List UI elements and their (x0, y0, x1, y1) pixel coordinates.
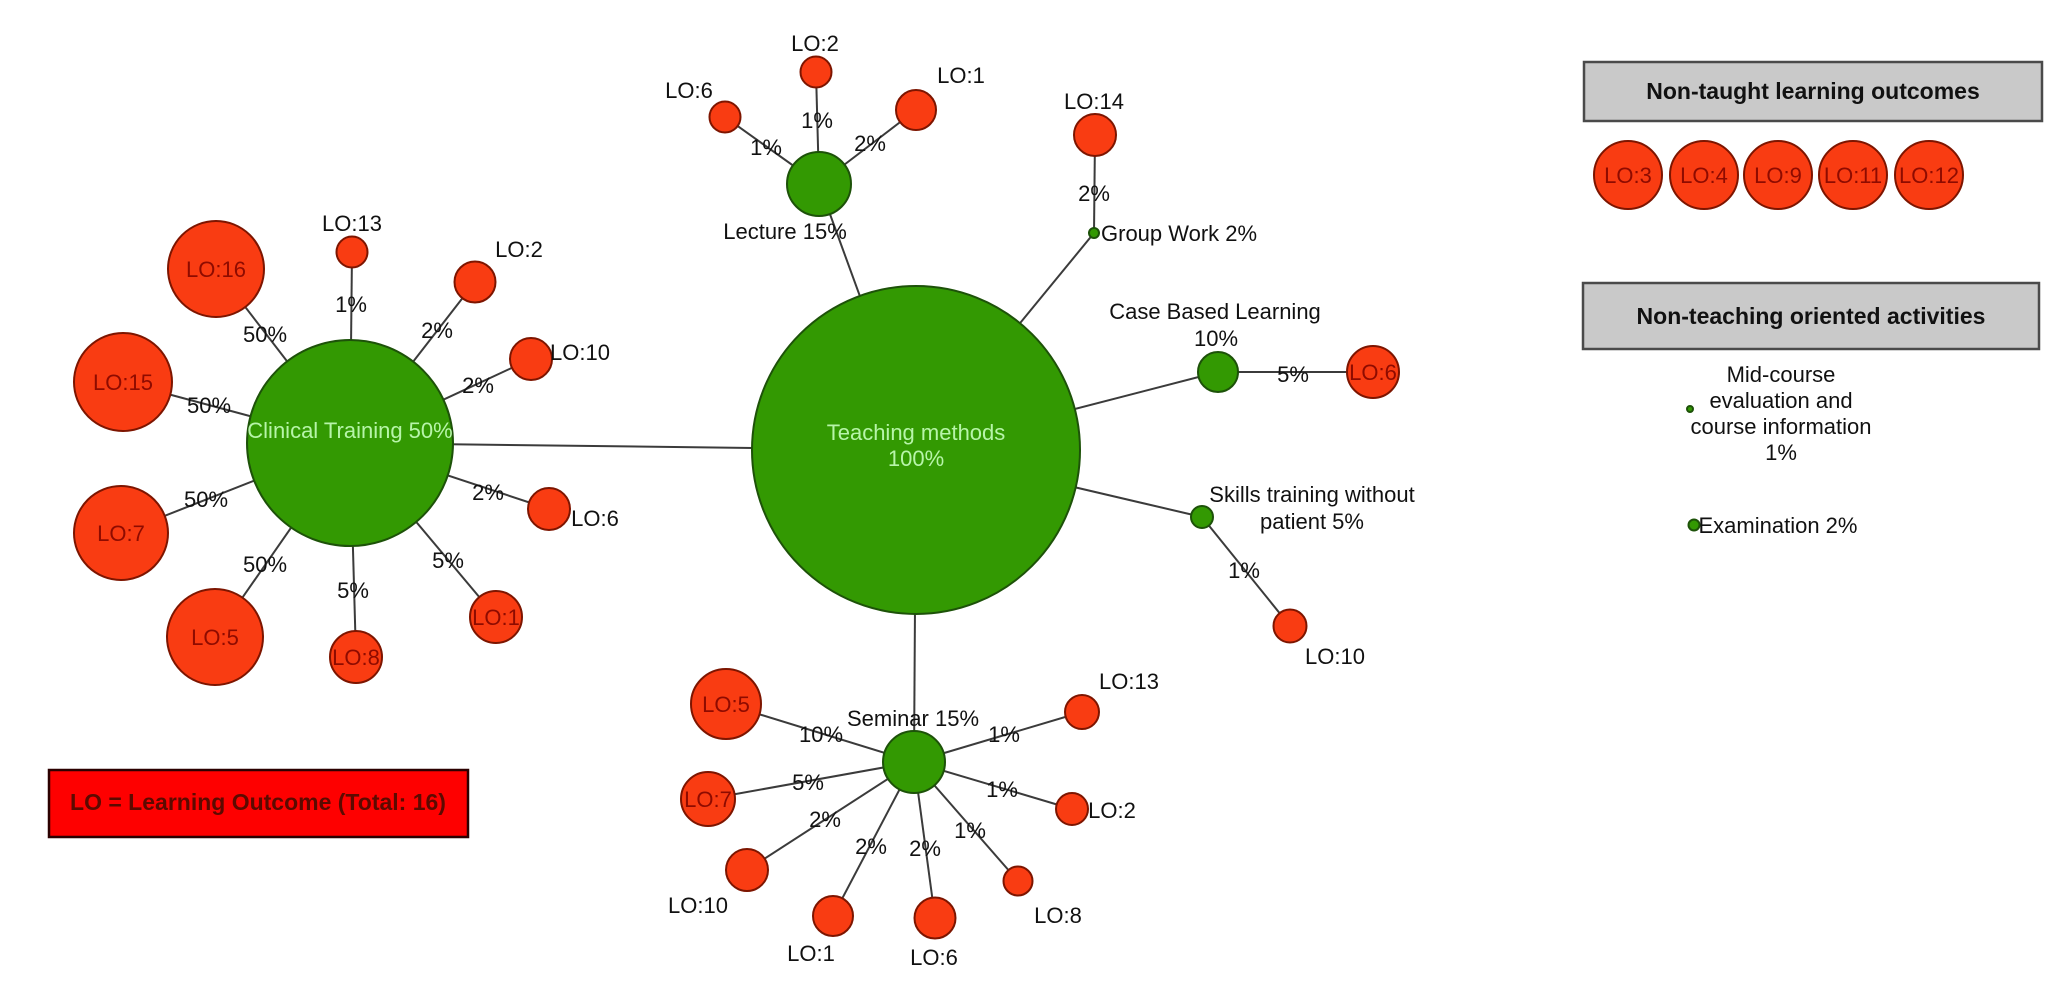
svg-text:LO:1: LO:1 (472, 605, 520, 630)
svg-text:1%: 1% (1765, 440, 1797, 465)
svg-text:LO:6: LO:6 (1349, 360, 1397, 385)
svg-text:2%: 2% (462, 373, 494, 398)
svg-text:5%: 5% (1277, 362, 1309, 387)
svg-text:10%: 10% (799, 722, 843, 747)
svg-text:LO:4: LO:4 (1680, 163, 1728, 188)
svg-text:LO:11: LO:11 (1824, 163, 1882, 188)
svg-text:100%: 100% (888, 446, 944, 471)
svg-text:LO:7: LO:7 (97, 521, 145, 546)
svg-text:50%: 50% (187, 393, 231, 418)
svg-text:Group Work 2%: Group Work 2% (1101, 221, 1257, 246)
svg-text:50%: 50% (243, 322, 287, 347)
svg-text:2%: 2% (855, 834, 887, 859)
svg-text:LO:2: LO:2 (495, 237, 543, 262)
svg-text:course information: course information (1691, 414, 1872, 439)
svg-text:LO:13: LO:13 (1099, 669, 1159, 694)
svg-text:10%: 10% (1194, 326, 1238, 351)
svg-text:1%: 1% (1228, 558, 1260, 583)
svg-text:LO:3: LO:3 (1604, 163, 1652, 188)
svg-text:LO:1: LO:1 (787, 941, 835, 966)
svg-text:LO:1: LO:1 (937, 63, 985, 88)
svg-text:2%: 2% (854, 131, 886, 156)
svg-text:Teaching methods: Teaching methods (827, 420, 1006, 445)
svg-text:1%: 1% (988, 722, 1020, 747)
svg-text:LO:9: LO:9 (1754, 163, 1802, 188)
svg-text:LO:16: LO:16 (186, 257, 246, 282)
svg-text:2%: 2% (809, 807, 841, 832)
svg-text:LO:2: LO:2 (791, 31, 839, 56)
svg-text:LO:6: LO:6 (910, 945, 958, 970)
svg-text:LO:14: LO:14 (1064, 89, 1124, 114)
svg-text:LO:15: LO:15 (93, 370, 153, 395)
svg-text:2%: 2% (421, 318, 453, 343)
svg-text:Non-teaching oriented activiti: Non-teaching oriented activities (1637, 303, 1986, 329)
svg-text:2%: 2% (909, 836, 941, 861)
svg-text:LO:5: LO:5 (191, 625, 239, 650)
svg-text:Case Based Learning: Case Based Learning (1109, 299, 1321, 324)
svg-text:Examination 2%: Examination 2% (1699, 513, 1858, 538)
svg-text:2%: 2% (472, 480, 504, 505)
svg-text:Clinical Training 50%: Clinical Training 50% (247, 418, 452, 443)
svg-text:50%: 50% (184, 487, 228, 512)
svg-text:evaluation and: evaluation and (1709, 388, 1852, 413)
svg-text:5%: 5% (337, 578, 369, 603)
svg-text:LO:2: LO:2 (1088, 798, 1136, 823)
svg-text:1%: 1% (986, 777, 1018, 802)
svg-text:patient 5%: patient 5% (1260, 509, 1364, 534)
svg-text:LO:10: LO:10 (550, 340, 610, 365)
svg-text:LO:8: LO:8 (1034, 903, 1082, 928)
svg-text:1%: 1% (954, 818, 986, 843)
svg-text:1%: 1% (335, 292, 367, 317)
svg-text:Lecture 15%: Lecture 15% (723, 219, 847, 244)
svg-text:LO:10: LO:10 (1305, 644, 1365, 669)
svg-text:5%: 5% (432, 548, 464, 573)
svg-text:LO:5: LO:5 (702, 692, 750, 717)
svg-text:Seminar 15%: Seminar 15% (847, 706, 979, 731)
svg-text:LO = Learning Outcome (Total:: LO = Learning Outcome (Total: 16) (70, 789, 446, 815)
svg-text:1%: 1% (750, 135, 782, 160)
svg-text:LO:13: LO:13 (322, 211, 382, 236)
svg-text:1%: 1% (801, 108, 833, 133)
svg-text:Mid-course: Mid-course (1727, 362, 1836, 387)
svg-text:Non-taught learning outcomes: Non-taught learning outcomes (1646, 78, 1980, 104)
svg-text:50%: 50% (243, 552, 287, 577)
svg-text:2%: 2% (1078, 181, 1110, 206)
svg-text:LO:6: LO:6 (665, 78, 713, 103)
svg-text:LO:10: LO:10 (668, 893, 728, 918)
svg-text:LO:6: LO:6 (571, 506, 619, 531)
svg-text:LO:8: LO:8 (332, 645, 380, 670)
svg-text:LO:12: LO:12 (1899, 163, 1959, 188)
svg-text:Skills training without: Skills training without (1209, 482, 1414, 507)
svg-text:5%: 5% (792, 770, 824, 795)
svg-text:LO:7: LO:7 (684, 787, 732, 812)
